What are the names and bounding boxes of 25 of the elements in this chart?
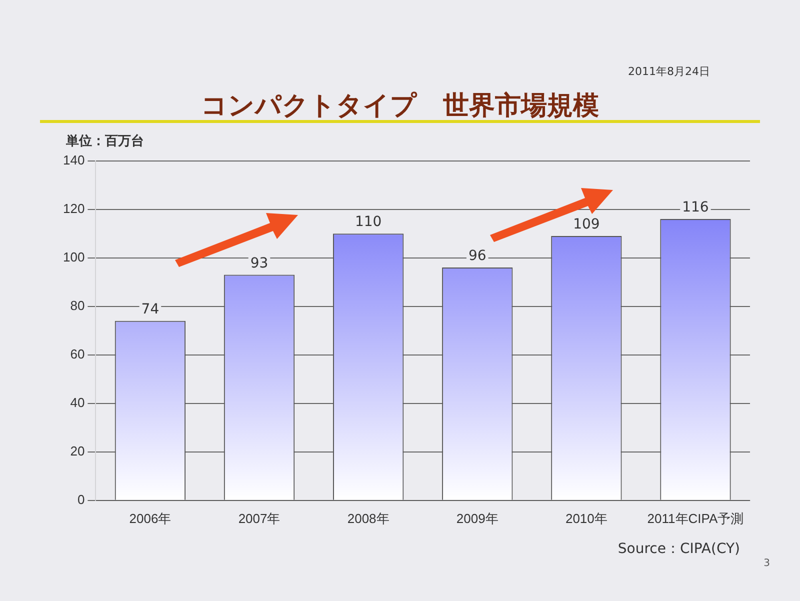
y-tick-label: 140 (62, 152, 85, 168)
x-tick-label: 2011年CIPA予測 (647, 510, 744, 526)
data-label: 116 (682, 200, 709, 216)
y-axis-title: 単位：百万台 (66, 133, 144, 150)
x-tick-label: 2008年 (347, 510, 390, 526)
y-tick-label: 60 (70, 346, 85, 362)
text: 2011年8月24日 (628, 64, 710, 79)
x-tick-label: 2006年 (129, 510, 172, 526)
x-tick-label: 2009年 (456, 510, 498, 526)
data-label: 109 (573, 216, 600, 233)
chart-title: コンパクトタイプ 世界市場規模 (200, 90, 600, 123)
x-tick-label: 2010年 (565, 510, 608, 526)
source-note: Source：CIPA(CY) (618, 540, 740, 558)
data-label: 74 (141, 302, 160, 318)
y-tick-label: 80 (70, 298, 85, 313)
y-tick-label: 100 (62, 249, 85, 264)
x-tick-label: 2007年 (238, 510, 280, 526)
data-label: 93 (250, 255, 268, 272)
y-tick-label: 0 (77, 492, 85, 507)
y-tick-label: 120 (62, 200, 85, 216)
data-label: 96 (468, 248, 486, 264)
text: 3 (764, 558, 770, 569)
y-tick-label: 20 (70, 443, 85, 458)
y-tick-label: 40 (70, 394, 85, 410)
data-label: 110 (354, 214, 382, 230)
